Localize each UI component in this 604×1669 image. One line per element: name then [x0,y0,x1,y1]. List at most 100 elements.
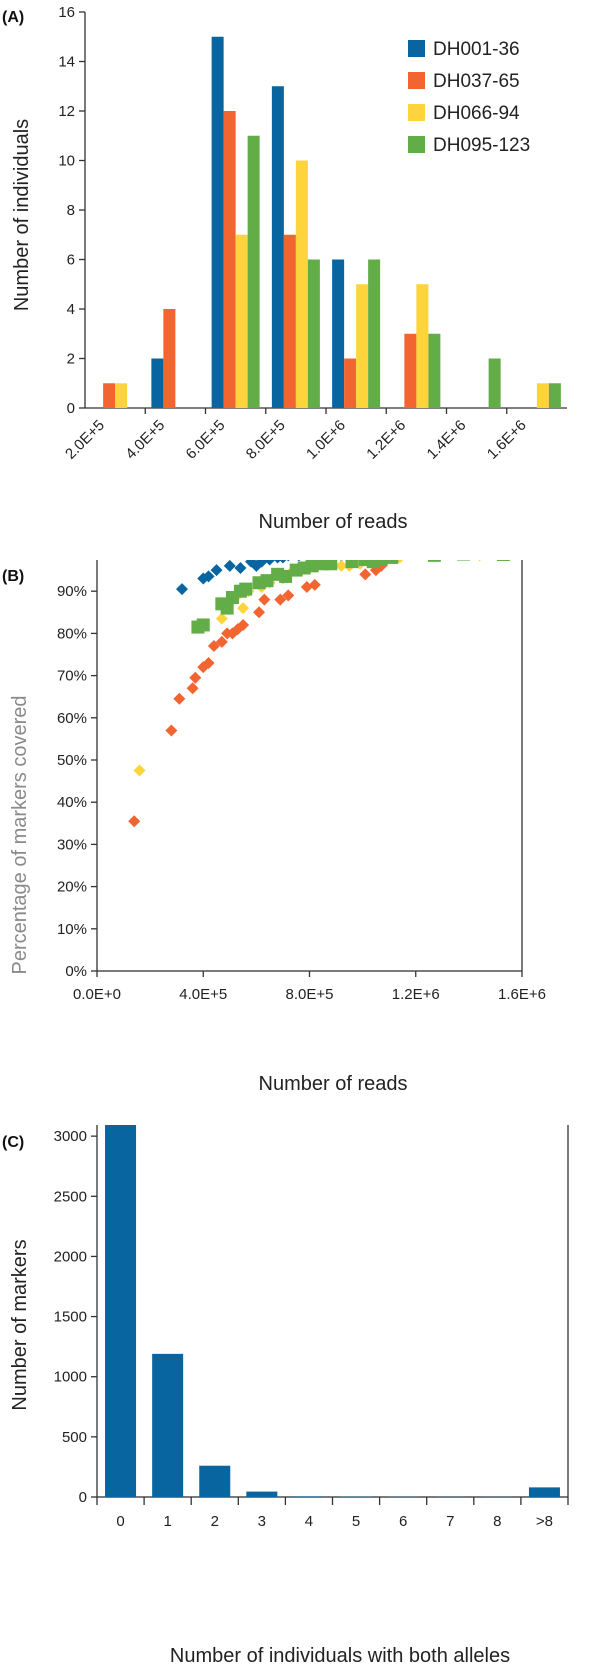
chart-a-legend-label: DH037-65 [433,71,520,92]
chart-a-bar [548,383,561,408]
chart-b-point [173,692,186,705]
chart-b-point [496,560,510,561]
chart-a-x-tick-label: 1.0E+6 [303,417,349,463]
chart-a-bar [235,234,248,408]
chart-a-x-tick-label: 1.6E+6 [484,417,530,463]
chart-a-x-tick-label: 1.4E+6 [424,417,470,463]
chart-b-y-tick-label: 90% [57,583,87,600]
chart-a-y-tick-label: 6 [67,252,75,269]
chart-c-y-tick-label: 2000 [54,1248,87,1265]
chart-c-x-tick-label: >8 [536,1513,553,1530]
chart-b-y-tick-label: 60% [57,710,87,727]
chart-c-y-tick-label: 500 [62,1429,87,1446]
chart-b-y-tick-label: 80% [57,625,87,642]
chart-b-point [237,602,250,615]
chart-b-point [366,560,380,569]
chart-b-point [189,671,202,684]
chart-b-y-tick-label: 20% [57,879,87,896]
chart-b-y-tick-label: 0% [65,963,87,980]
chart-b-point [186,682,199,695]
chart-b-frame [96,560,523,972]
chart-a-x-tick-label: 4.0E+5 [122,417,168,463]
chart-b-point [305,560,319,573]
chart-a-y-tick-label: 10 [58,153,75,170]
chart-c-x-tick-label: 1 [163,1513,171,1530]
chart-b-point [274,560,282,564]
chart-a-bar [103,383,116,408]
chart-c-bar [293,1496,325,1497]
chart-b-point [335,560,348,572]
chart-b-point [207,640,220,653]
chart-a-bar [356,284,369,408]
chart-b-point [279,560,287,564]
chart-c-x-tick-label: 0 [116,1513,124,1530]
chart-b-point [282,589,295,602]
chart-c-bar [528,1487,560,1497]
chart-c-y-tick-label: 1500 [54,1309,87,1326]
chart-b-point [165,724,178,737]
chart-c-x-title: Number of individuals with both alleles [170,1645,510,1667]
chart-b-point [324,560,338,571]
chart-b-y-tick-label: 50% [57,752,87,769]
chart-b-point [128,815,141,828]
chart-c-y-title: Number of markers [9,1239,31,1410]
chart-b-point [358,560,372,567]
chart-b-point [215,612,228,625]
chart-a-legend-swatch [408,136,425,153]
chart-b-x-title: Number of reads [259,1073,408,1095]
chart-b-point [234,561,247,574]
chart-a-bar [428,333,441,408]
chart-a-bar [488,358,501,408]
chart-a-y-title: Number of individuals [11,119,33,311]
chart-c-bar [199,1465,231,1497]
chart-a-bar [163,309,176,408]
chart-b-y-tick-label: 70% [57,668,87,685]
chart-a-bar [344,358,357,408]
chart-a-bar [247,135,260,408]
chart-c-bar [152,1353,184,1497]
chart-a-y-tick-label: 12 [58,103,75,120]
chart-b-point [176,583,188,596]
chart-b-point [215,635,228,648]
chart-a-legend-label: DH095-123 [433,135,530,156]
chart-a: (A) 0 2 4 6 8 10 12 14 16 2.0E+5 4.0E+5 6.0E+5 8.0E+… [2,4,567,533]
chart-c-x-tick-label: 7 [446,1513,454,1530]
chart-b: (B) 0%10%20%30%40%50%60%70%80%90%100%0.0… [2,560,546,1095]
chart-b-plot: 0%10%20%30%40%50%60%70%80%90%100%0.0E+04… [57,560,546,1003]
chart-b-point [457,560,471,561]
chart-a-y-tick-label: 2 [67,351,75,368]
chart-b-point [197,572,210,585]
chart-a-bar [368,259,381,408]
chart-a-y-tick-label: 14 [58,54,75,71]
chart-c-y-tick-label: 3000 [54,1128,87,1145]
chart-a-legend-swatch [408,104,425,121]
panel-label-c: (C) [2,1134,24,1151]
chart-a-bar [536,383,549,408]
chart-b-point [279,569,293,583]
chart-a-x-title: Number of reads [259,511,408,533]
chart-a-legend-swatch [408,72,425,89]
chart-b-point [255,560,268,568]
chart-b-point [316,560,330,571]
chart-b-point [196,618,210,632]
chart-b-point [237,618,250,631]
chart-b-point [478,560,481,562]
chart-a-legend-swatch [408,40,425,57]
chart-b-point [374,560,388,567]
chart-c-x-tick-label: 5 [352,1513,360,1530]
panel-label-b: (B) [2,568,24,585]
chart-a-x-tick-label: 8.0E+5 [243,417,289,463]
chart-c-bar [105,1125,137,1497]
chart-b-point [308,578,321,591]
chart-b-point [202,570,215,583]
chart-a-y-tick-label: 4 [67,301,75,318]
chart-b-x-tick-label: 0.0E+0 [73,986,121,1003]
chart-b-point [369,564,382,577]
chart-a-y-tick-label: 8 [67,202,75,219]
chart-b-point [239,582,253,596]
chart-a-legend-label: DH066-94 [433,103,520,124]
chart-b-x-tick-label: 4.0E+5 [179,986,227,1003]
chart-a-y-tick-label: 16 [58,4,75,21]
chart-b-point [210,564,223,577]
chart-a-bar [283,234,296,408]
